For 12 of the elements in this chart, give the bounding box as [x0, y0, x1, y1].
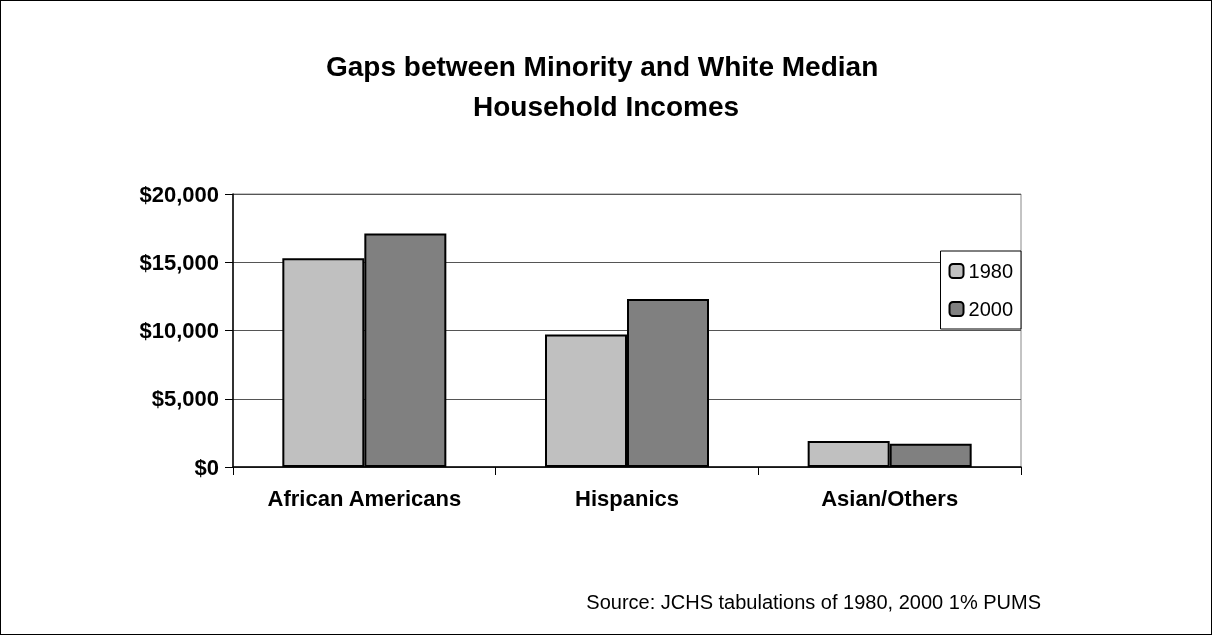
- y-tick-label: $10,000: [139, 318, 219, 343]
- y-tick-label: $20,000: [139, 181, 219, 207]
- legend-label: 2000: [968, 298, 1014, 320]
- chart-title: Gaps between Minority and White Median Household Incomes: [325, 50, 887, 122]
- y-tick-label: $5,000: [151, 386, 219, 412]
- x-tick-label: Asian/Others: [821, 485, 959, 511]
- x-tick-label: Hispanics: [575, 485, 679, 511]
- y-tick-label: $0: [194, 454, 219, 480]
- y-tick-label: $15,000: [139, 249, 219, 275]
- source-note: Source: JCHS tabulations of 1980, 2000 1% PUMS: [586, 591, 1042, 613]
- x-tick-label: African Americans: [267, 485, 462, 511]
- legend-label: 1980: [968, 260, 1014, 282]
